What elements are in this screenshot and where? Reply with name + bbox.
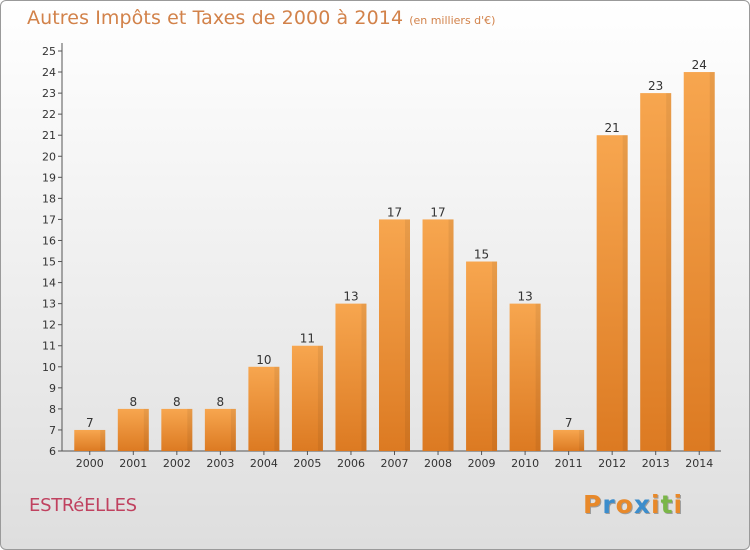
y-tick-label: 23 — [42, 87, 56, 100]
bar-shade — [709, 72, 715, 451]
x-tick-label: 2001 — [119, 457, 147, 470]
bar-shade — [143, 408, 149, 451]
x-tick-label: 2000 — [76, 457, 104, 470]
y-tick-label: 8 — [49, 403, 56, 416]
bar — [683, 72, 715, 451]
logo-letter: o — [615, 490, 634, 519]
bar-shade — [535, 303, 541, 451]
bar — [204, 408, 236, 451]
y-tick-label: 21 — [42, 129, 56, 142]
bar — [422, 219, 454, 451]
bar — [335, 303, 367, 451]
data-label: 21 — [605, 121, 620, 135]
y-tick-label: 24 — [42, 66, 56, 79]
bar — [509, 303, 541, 451]
bar-shade — [100, 429, 106, 451]
data-label: 7 — [86, 416, 94, 430]
bar — [596, 135, 628, 452]
data-label: 24 — [692, 58, 707, 72]
bar-shade — [187, 408, 193, 451]
data-label: 13 — [343, 290, 358, 304]
y-axis: 6 7 8 9 10 11 12 13 14 15 16 17 18 19 20 21 22 23 24 25 — [42, 43, 63, 458]
y-tick-label: 6 — [49, 445, 56, 458]
logo-letter: t — [660, 490, 674, 519]
x-tick-label: 2008 — [424, 457, 452, 470]
bar-shade — [405, 219, 410, 451]
logo-letter: i — [673, 490, 684, 519]
x-tick-label: 2006 — [337, 457, 365, 470]
bar — [117, 408, 149, 451]
bar-shade — [448, 219, 454, 451]
y-tick-label: 7 — [49, 424, 56, 437]
x-tick-label: 2004 — [250, 457, 278, 470]
data-label: 13 — [517, 290, 532, 304]
chart-subtitle: (en milliers d'€) — [409, 14, 496, 27]
bar — [379, 219, 410, 451]
x-tick-label: 2010 — [511, 457, 539, 470]
bar-shade — [579, 429, 585, 451]
data-label: 17 — [387, 205, 402, 219]
data-label: 7 — [565, 416, 573, 430]
bar-shade — [361, 303, 367, 451]
x-tick-label: 2013 — [642, 457, 670, 470]
x-tick-label: 2003 — [206, 457, 234, 470]
bar-shade — [492, 261, 498, 451]
x-tick-label: 2011 — [555, 457, 583, 470]
y-tick-label: 13 — [42, 298, 56, 311]
y-tick-label: 25 — [42, 45, 56, 58]
bar — [466, 261, 498, 451]
logo-letter: P — [583, 490, 603, 519]
bar — [640, 93, 672, 452]
y-tick-label: 14 — [42, 277, 56, 290]
x-axis: 2000 2001 2002 2003 2004 2005 2006 2007 2008 2009… — [62, 450, 721, 470]
bar — [248, 366, 280, 451]
data-label: 8 — [217, 395, 225, 409]
bar-shade — [317, 345, 323, 451]
y-tick-label: 12 — [42, 319, 56, 332]
y-tick-label: 15 — [42, 256, 56, 269]
data-label: 15 — [474, 248, 489, 262]
data-label: 23 — [648, 79, 663, 93]
logo-letter: r — [602, 490, 616, 519]
logo-letter: i — [651, 490, 661, 519]
chart-title: Autres Impôts et Taxes de 2000 à 2014 — [27, 7, 404, 29]
logo-letter: x — [633, 490, 651, 519]
proxiti-logo[interactable]: Proxiti — [583, 490, 683, 519]
x-tick-label: 2007 — [381, 457, 409, 470]
bar — [553, 429, 585, 451]
bars — [74, 72, 715, 452]
y-tick-label: 22 — [42, 108, 56, 121]
bar — [161, 408, 193, 451]
y-tick-label: 17 — [42, 213, 56, 226]
bar — [74, 429, 106, 451]
x-tick-label: 2009 — [468, 457, 496, 470]
y-tick-label: 10 — [42, 361, 56, 374]
data-label: 11 — [300, 332, 315, 346]
x-tick-label: 2002 — [163, 457, 191, 470]
data-label: 10 — [256, 353, 271, 367]
x-tick-label: 2005 — [293, 457, 321, 470]
bar-shade — [666, 93, 672, 452]
bar — [291, 345, 323, 451]
y-tick-label: 19 — [42, 171, 56, 184]
data-label: 8 — [173, 395, 181, 409]
bar-chart: 6 7 8 9 10 11 12 13 14 15 16 17 18 19 20 21 22 23 24 25 200… — [42, 43, 721, 470]
commune-name: ESTRéELLES — [29, 495, 137, 516]
y-tick-label: 16 — [42, 234, 56, 247]
x-tick-label: 2014 — [685, 457, 713, 470]
title-row: Autres Impôts et Taxes de 2000 à 2014 (en… — [27, 7, 495, 29]
bar-shade — [622, 135, 628, 452]
y-tick-label: 18 — [42, 192, 56, 205]
y-tick-label: 9 — [49, 382, 56, 395]
data-label: 8 — [129, 395, 137, 409]
data-label: 17 — [430, 205, 445, 219]
bar-shade — [274, 366, 280, 451]
y-tick-label: 20 — [42, 150, 56, 163]
x-tick-label: 2012 — [598, 457, 626, 470]
y-tick-label: 11 — [42, 340, 56, 353]
data-labels: 7 8 8 8 10 11 13 17 17 15 13 7 21 23 24 — [86, 58, 707, 430]
bar-shade — [230, 408, 236, 451]
